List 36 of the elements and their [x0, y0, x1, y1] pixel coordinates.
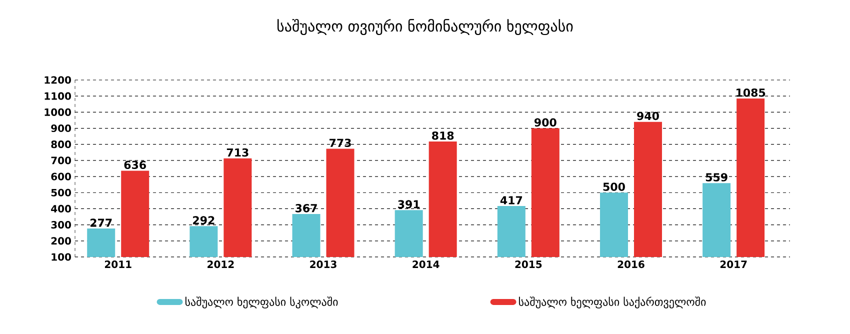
y-tick-label: 300 [51, 221, 72, 229]
x-tick-label: 2013 [310, 260, 336, 268]
x-tick-label: 2016 [618, 260, 644, 268]
y-tick-label: 100 [52, 253, 72, 261]
y-tick-label: 600 [51, 172, 72, 180]
x-tick-label: 2017 [720, 260, 747, 268]
data-label: 636 [124, 160, 146, 170]
y-tick-label: 200 [51, 237, 72, 245]
data-label: 277 [90, 218, 112, 227]
y-tick-label: 1000 [44, 108, 72, 116]
x-tick-label: 2014 [412, 260, 440, 268]
data-label: 500 [603, 182, 625, 191]
data-label: 773 [330, 138, 351, 147]
y-tick-label: 1100 [44, 92, 72, 100]
data-label: 1085 [736, 88, 766, 97]
y-tick-label: 500 [51, 188, 72, 196]
data-label: 292 [193, 216, 214, 224]
data-label: 818 [432, 131, 454, 140]
x-tick-label: 2012 [208, 260, 234, 268]
y-tick-label: 900 [51, 124, 72, 132]
y-tick-label: 1200 [44, 76, 72, 84]
data-label: 417 [500, 196, 522, 204]
data-label: 940 [637, 112, 659, 120]
legend-label: საშუალო ხელფასი საქართველოში [518, 296, 706, 308]
data-label: 367 [296, 204, 317, 212]
data-label: 559 [706, 173, 728, 182]
chart-title: საშუალო თვიური ნომინალური ხელფასი [277, 18, 573, 36]
data-label: 713 [226, 148, 248, 157]
legend-label: საშუალო ხელფასი სკოლაში [185, 296, 338, 308]
data-label: 900 [534, 118, 556, 127]
data-label: 391 [398, 200, 420, 208]
y-tick-label: 800 [51, 140, 72, 148]
y-tick-label: 400 [51, 204, 72, 212]
x-tick-label: 2015 [515, 260, 542, 268]
y-tick-label: 700 [51, 156, 72, 164]
x-tick-label: 2011 [104, 260, 132, 268]
